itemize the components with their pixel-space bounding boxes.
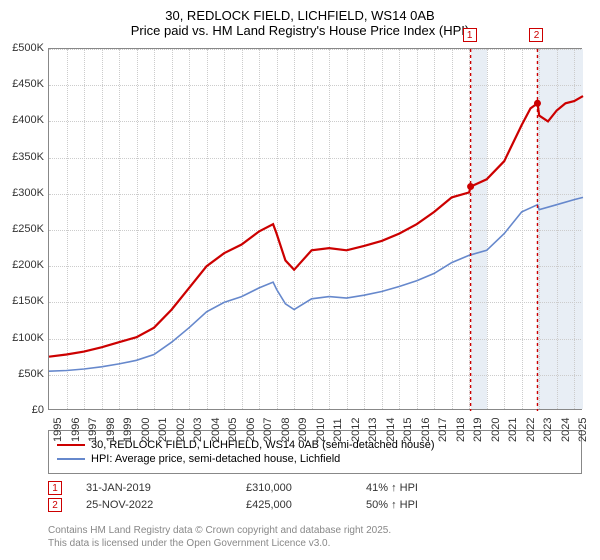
copyright-line-2: This data is licensed under the Open Gov… (48, 537, 391, 550)
marker-box-1: 1 (463, 28, 477, 42)
x-axis-label: 2025 (577, 418, 589, 442)
legend-swatch-1 (57, 444, 85, 446)
x-axis-label: 2006 (245, 418, 257, 442)
table-row: 2 25-NOV-2022 £425,000 50% ↑ HPI (48, 498, 486, 512)
x-axis-label: 2024 (560, 418, 572, 442)
table-row: 1 31-JAN-2019 £310,000 41% ↑ HPI (48, 481, 486, 495)
y-axis-label: £100K (0, 332, 44, 344)
chart-svg (49, 49, 581, 409)
y-axis-label: £50K (0, 368, 44, 380)
series-price_paid (49, 96, 583, 357)
y-axis-label: £350K (0, 151, 44, 163)
plot-area (48, 48, 582, 410)
copyright-line-1: Contains HM Land Registry data © Crown c… (48, 524, 391, 537)
x-axis-label: 2015 (402, 418, 414, 442)
y-axis-label: £400K (0, 114, 44, 126)
x-axis-label: 2009 (297, 418, 309, 442)
x-axis-label: 2021 (507, 418, 519, 442)
marker-pct-1: 41% ↑ HPI (366, 482, 486, 494)
marker-table: 1 31-JAN-2019 £310,000 41% ↑ HPI 2 25-NO… (48, 478, 486, 515)
marker-date-2: 25-NOV-2022 (86, 499, 246, 511)
copyright: Contains HM Land Registry data © Crown c… (48, 524, 391, 550)
marker-dot-2 (534, 100, 541, 107)
legend-label-2: HPI: Average price, semi-detached house,… (91, 453, 340, 465)
x-axis-label: 2001 (157, 418, 169, 442)
x-axis-label: 2010 (315, 418, 327, 442)
x-axis-label: 2019 (472, 418, 484, 442)
series-hpi (49, 197, 583, 371)
chart-container: 30, REDLOCK FIELD, LICHFIELD, WS14 0AB P… (0, 0, 600, 560)
x-axis-label: 2016 (420, 418, 432, 442)
y-axis-label: £500K (0, 42, 44, 54)
x-axis-label: 2014 (385, 418, 397, 442)
y-axis-label: £150K (0, 295, 44, 307)
x-axis-label: 2012 (350, 418, 362, 442)
x-axis-label: 1995 (52, 418, 64, 442)
title-line-1: 30, REDLOCK FIELD, LICHFIELD, WS14 0AB (0, 8, 600, 23)
x-axis-label: 2013 (367, 418, 379, 442)
marker-price-1: £310,000 (246, 482, 366, 494)
x-axis-label: 2002 (175, 418, 187, 442)
x-axis-label: 1999 (122, 418, 134, 442)
x-axis-label: 2004 (210, 418, 222, 442)
y-axis-label: £250K (0, 223, 44, 235)
x-axis-label: 2018 (455, 418, 467, 442)
x-axis-label: 2008 (280, 418, 292, 442)
marker-date-1: 31-JAN-2019 (86, 482, 246, 494)
y-axis-label: £450K (0, 78, 44, 90)
x-axis-label: 1997 (87, 418, 99, 442)
marker-box-2: 2 (529, 28, 543, 42)
legend-row: HPI: Average price, semi-detached house,… (57, 453, 573, 465)
y-axis-label: £0 (0, 404, 44, 416)
marker-price-2: £425,000 (246, 499, 366, 511)
x-axis-label: 2017 (437, 418, 449, 442)
marker-badge-2: 2 (48, 498, 62, 512)
x-axis-label: 2005 (227, 418, 239, 442)
marker-dot-1 (467, 183, 474, 190)
marker-badge-1: 1 (48, 481, 62, 495)
x-axis-label: 2023 (542, 418, 554, 442)
x-axis-label: 1996 (70, 418, 82, 442)
x-axis-label: 2000 (140, 418, 152, 442)
x-axis-label: 2007 (262, 418, 274, 442)
x-axis-label: 2003 (192, 418, 204, 442)
title-line-2: Price paid vs. HM Land Registry's House … (0, 23, 600, 38)
x-axis-label: 2022 (525, 418, 537, 442)
x-axis-label: 2020 (490, 418, 502, 442)
chart-title: 30, REDLOCK FIELD, LICHFIELD, WS14 0AB P… (0, 0, 600, 42)
marker-pct-2: 50% ↑ HPI (366, 499, 486, 511)
y-axis-label: £200K (0, 259, 44, 271)
x-axis-label: 2011 (332, 418, 344, 442)
y-axis-label: £300K (0, 187, 44, 199)
x-axis-label: 1998 (105, 418, 117, 442)
legend-swatch-2 (57, 458, 85, 460)
